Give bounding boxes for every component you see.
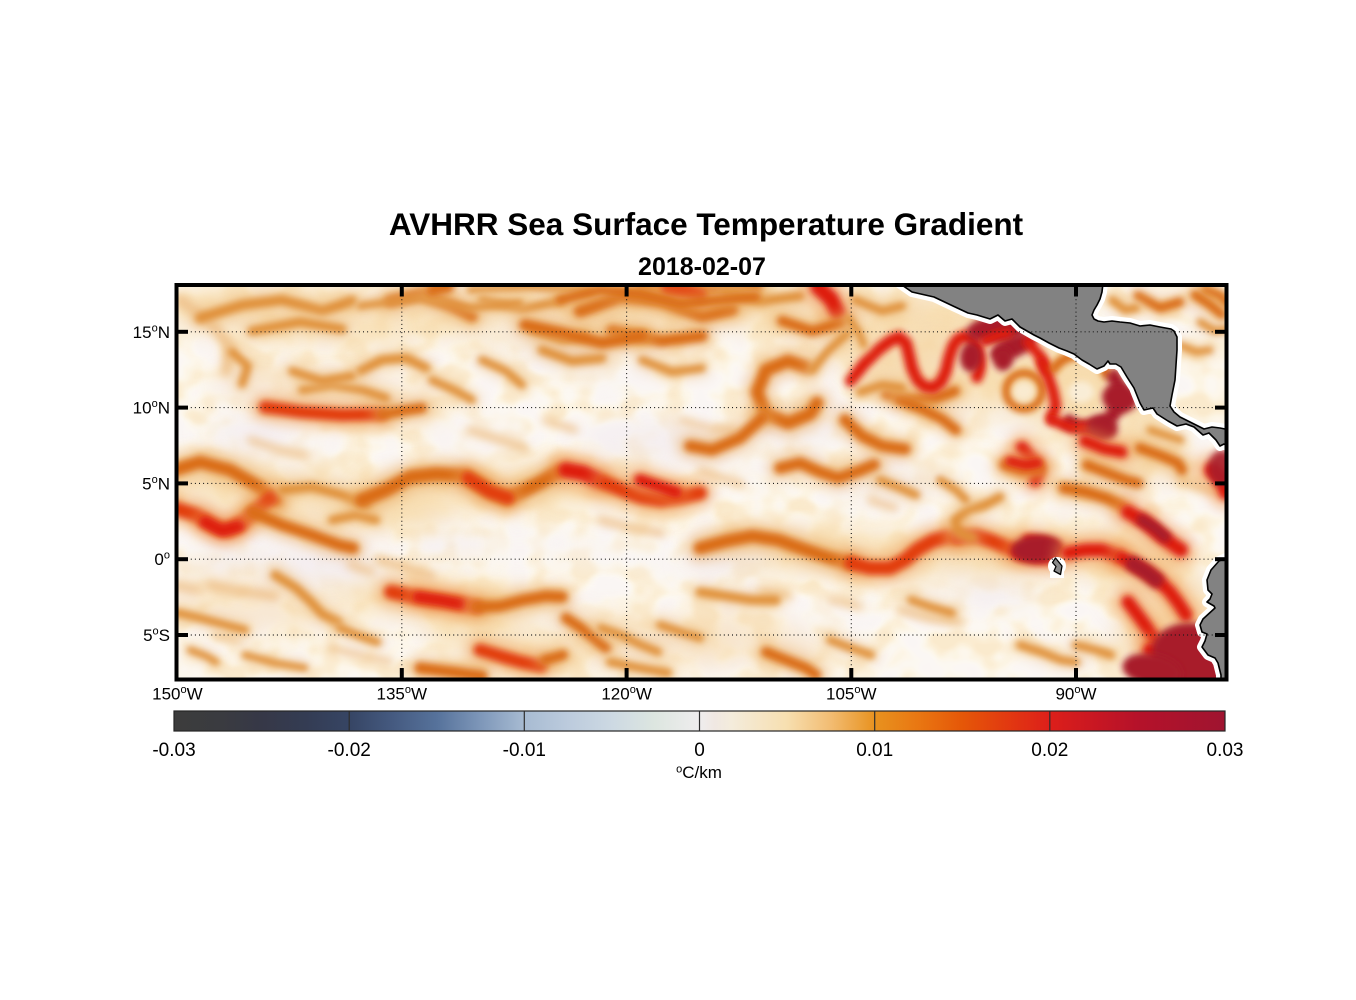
svg-text:105oW: 105oW bbox=[826, 684, 877, 704]
svg-text:90oW: 90oW bbox=[1055, 684, 1096, 704]
svg-text:-0.02: -0.02 bbox=[328, 740, 371, 761]
svg-text:0.02: 0.02 bbox=[1031, 740, 1068, 761]
svg-text:120oW: 120oW bbox=[601, 684, 652, 704]
svg-text:5oS: 5oS bbox=[143, 626, 170, 646]
svg-text:15oN: 15oN bbox=[133, 322, 170, 342]
svg-text:2018-02-07: 2018-02-07 bbox=[638, 253, 766, 281]
svg-text:oC/km: oC/km bbox=[676, 763, 722, 782]
svg-text:0.01: 0.01 bbox=[856, 740, 893, 761]
svg-text:0.03: 0.03 bbox=[1207, 740, 1244, 761]
svg-text:135oW: 135oW bbox=[377, 684, 428, 704]
svg-text:-0.03: -0.03 bbox=[152, 740, 195, 761]
svg-text:AVHRR Sea Surface Temperature: AVHRR Sea Surface Temperature Gradient bbox=[389, 206, 1024, 242]
svg-text:150oW: 150oW bbox=[152, 684, 203, 704]
svg-text:10oN: 10oN bbox=[133, 398, 170, 418]
svg-text:5oN: 5oN bbox=[142, 474, 170, 494]
svg-text:-0.01: -0.01 bbox=[503, 740, 546, 761]
svg-text:0: 0 bbox=[694, 740, 705, 761]
